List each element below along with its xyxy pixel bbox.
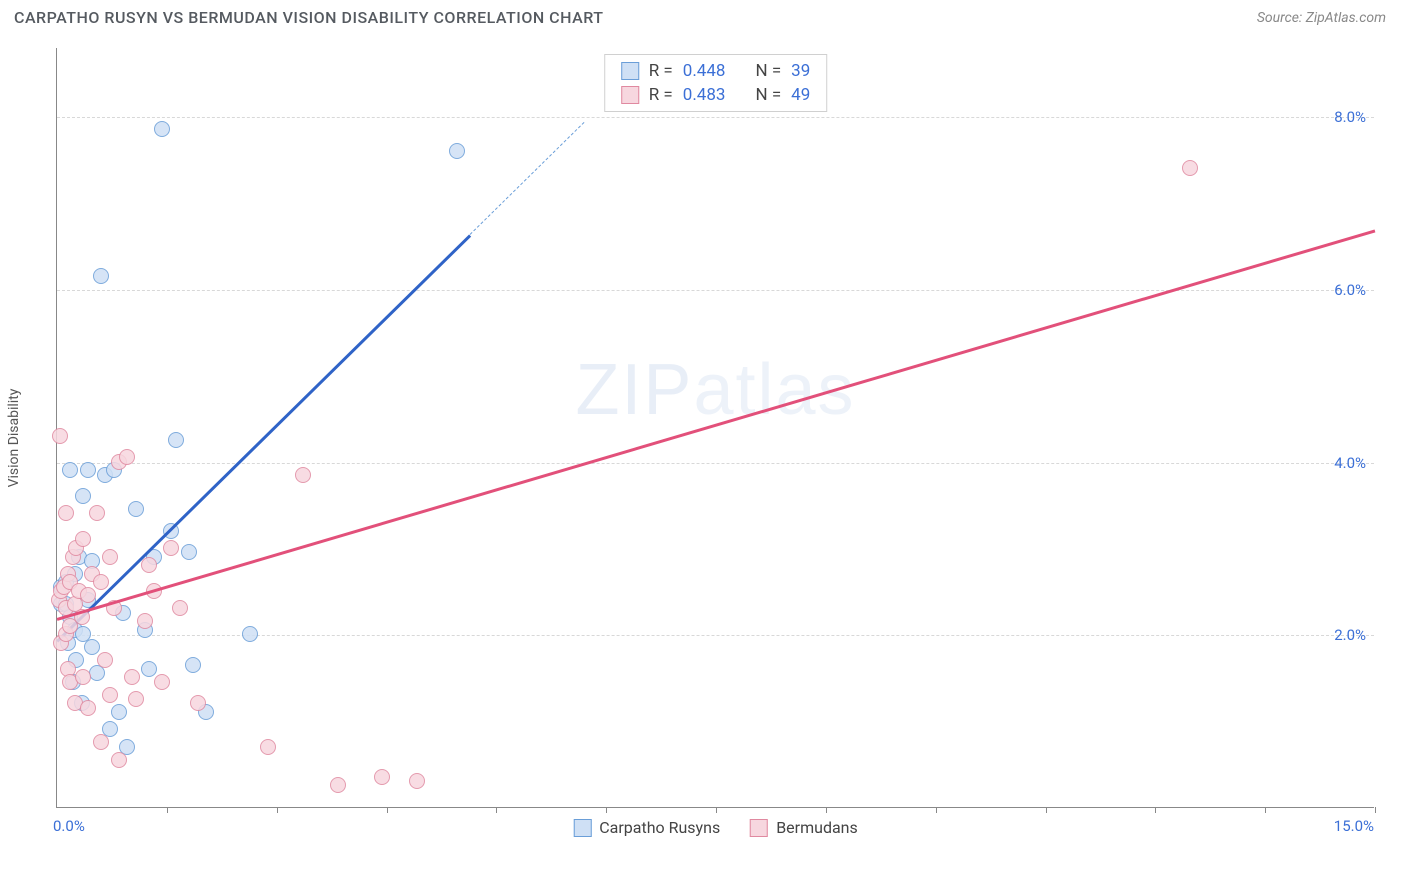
x-label-min: 0.0%	[53, 817, 85, 835]
chart-container: Vision Disability ZIPatlas 2.0%4.0%6.0%8…	[44, 48, 1384, 828]
x-tick	[1155, 807, 1156, 813]
legend-item: Bermudans	[750, 818, 858, 837]
x-tick	[277, 807, 278, 813]
gridline	[57, 463, 1374, 464]
x-tick	[606, 807, 607, 813]
stats-box: R = 0.448 N = 39 R = 0.483 N = 49	[604, 54, 828, 112]
stat-n-value: 39	[791, 61, 810, 81]
legend-label: Carpatho Rusyns	[599, 818, 720, 837]
legend-label: Bermudans	[776, 818, 858, 837]
data-point	[330, 777, 346, 793]
legend-swatch	[750, 819, 768, 837]
data-point	[119, 449, 135, 465]
plot-area: ZIPatlas 2.0%4.0%6.0%8.0%0.0%15.0%R =0.4…	[56, 48, 1374, 808]
stats-row: R = 0.483 N = 49	[605, 83, 827, 107]
series-swatch	[621, 86, 639, 104]
data-point	[80, 700, 96, 716]
data-point	[128, 501, 144, 517]
stat-label: R =	[649, 85, 673, 105]
gridline	[57, 117, 1374, 118]
data-point	[89, 505, 105, 521]
data-point	[75, 488, 91, 504]
legend-item: Carpatho Rusyns	[573, 818, 720, 837]
data-point	[102, 549, 118, 565]
trend-line	[56, 234, 471, 642]
stat-r-value: 0.448	[683, 61, 726, 81]
series-swatch	[621, 62, 639, 80]
data-point	[52, 428, 68, 444]
stat-label: N =	[755, 61, 781, 81]
x-tick	[1265, 807, 1266, 813]
trend-line	[57, 229, 1376, 620]
data-point	[75, 669, 91, 685]
data-point	[102, 687, 118, 703]
data-point	[374, 769, 390, 785]
x-label-max: 15.0%	[1334, 817, 1374, 835]
y-tick-label: 2.0%	[1334, 626, 1366, 644]
stats-row: R = 0.448 N = 39	[605, 59, 827, 83]
data-point	[1182, 160, 1198, 176]
stat-label: R =	[649, 61, 673, 81]
trend-line	[470, 122, 585, 235]
data-point	[84, 639, 100, 655]
data-point	[58, 505, 74, 521]
data-point	[295, 467, 311, 483]
data-point	[124, 669, 140, 685]
data-point	[154, 674, 170, 690]
data-point	[75, 531, 91, 547]
data-point	[111, 704, 127, 720]
stat-r-value: 0.483	[683, 85, 726, 105]
data-point	[80, 462, 96, 478]
data-point	[190, 695, 206, 711]
stat-label: N =	[755, 85, 781, 105]
data-point	[168, 432, 184, 448]
data-point	[409, 773, 425, 789]
stat-n-value: 49	[791, 85, 810, 105]
x-tick	[1046, 807, 1047, 813]
x-tick	[496, 807, 497, 813]
x-tick	[387, 807, 388, 813]
data-point	[93, 574, 109, 590]
chart-title: CARPATHO RUSYN VS BERMUDAN VISION DISABI…	[14, 8, 604, 27]
data-point	[128, 691, 144, 707]
source-attribution: Source: ZipAtlas.com	[1257, 10, 1386, 26]
y-tick-label: 6.0%	[1334, 281, 1366, 299]
y-tick-label: 4.0%	[1334, 454, 1366, 472]
data-point	[185, 657, 201, 673]
legend-swatch	[573, 819, 591, 837]
x-tick	[936, 807, 937, 813]
x-tick	[716, 807, 717, 813]
data-point	[181, 544, 197, 560]
y-axis-label: Vision Disability	[6, 389, 22, 488]
data-point	[93, 268, 109, 284]
data-point	[163, 540, 179, 556]
x-tick	[826, 807, 827, 813]
data-point	[141, 557, 157, 573]
x-tick	[1375, 807, 1376, 813]
data-point	[80, 587, 96, 603]
data-point	[260, 739, 276, 755]
watermark: ZIPatlas	[575, 349, 855, 431]
data-point	[154, 121, 170, 137]
data-point	[137, 613, 153, 629]
data-point	[111, 752, 127, 768]
data-point	[62, 462, 78, 478]
data-point	[97, 652, 113, 668]
y-tick-label: 8.0%	[1334, 108, 1366, 126]
data-point	[242, 626, 258, 642]
legend: Carpatho Rusyns Bermudans	[573, 818, 858, 837]
data-point	[141, 661, 157, 677]
data-point	[172, 600, 188, 616]
data-point	[449, 143, 465, 159]
x-tick	[167, 807, 168, 813]
data-point	[93, 734, 109, 750]
